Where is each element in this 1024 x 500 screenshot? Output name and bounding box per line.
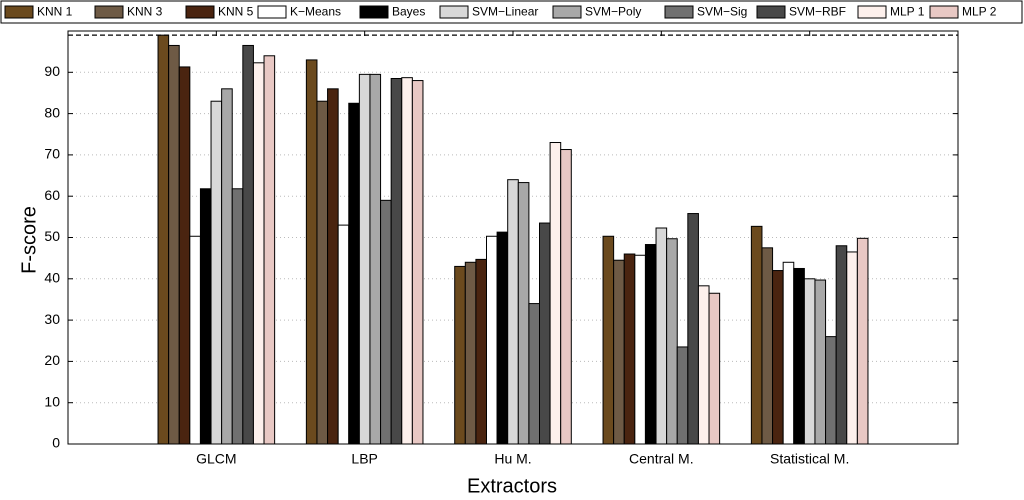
bar — [623, 253, 636, 445]
bar — [644, 244, 657, 445]
plot-frame — [67, 30, 959, 445]
bar — [454, 265, 466, 445]
legend-label: SVM−Sig — [697, 5, 747, 19]
y-tick-label: 0 — [52, 435, 60, 451]
x-tick-label: Central M. — [629, 451, 694, 467]
legend-label: Bayes — [392, 5, 425, 19]
bar — [327, 88, 339, 445]
x-tick-label: Hu M. — [494, 451, 531, 467]
y-tick-label: 50 — [44, 228, 60, 244]
legend-label: SVM−RBF — [789, 5, 846, 19]
bar — [825, 336, 837, 445]
bar — [337, 224, 350, 445]
y-tick-label: 40 — [44, 270, 60, 286]
bar — [750, 225, 763, 445]
bar — [803, 278, 816, 445]
bar — [634, 254, 646, 445]
bar — [464, 261, 477, 445]
y-tick-label: 10 — [44, 393, 60, 409]
bar — [496, 231, 509, 445]
x-axis-label: Extractors — [467, 475, 557, 497]
bar — [835, 245, 848, 445]
bar — [316, 100, 329, 445]
bar — [761, 247, 774, 445]
legend-swatch — [439, 5, 469, 19]
bar — [676, 346, 689, 445]
legend-label: SVM−Linear — [472, 5, 538, 19]
bar — [697, 285, 710, 445]
bar — [814, 279, 827, 445]
y-tick-label: 80 — [44, 104, 60, 120]
bar — [486, 235, 498, 445]
y-tick-label: 60 — [44, 187, 60, 203]
bar — [380, 199, 392, 445]
y-tick-label: 90 — [44, 63, 60, 79]
bar — [772, 270, 784, 445]
legend-swatch — [857, 5, 887, 19]
legend-swatch — [664, 5, 694, 19]
bar — [613, 259, 625, 445]
bar — [856, 237, 869, 445]
bar — [793, 267, 805, 445]
bar — [242, 44, 254, 445]
bar — [390, 77, 403, 445]
legend-swatch — [929, 5, 959, 19]
bar — [560, 149, 572, 445]
bar — [263, 55, 276, 445]
bar — [369, 73, 382, 445]
legend-swatch — [185, 5, 215, 19]
legend-swatch — [359, 5, 389, 19]
bar — [221, 88, 233, 445]
legend-swatch — [94, 5, 124, 19]
bar — [348, 102, 360, 445]
legend-label: SVM−Poly — [585, 5, 641, 19]
bar — [401, 77, 413, 445]
bar — [178, 66, 191, 445]
bar — [655, 227, 668, 445]
legend-swatch — [4, 5, 34, 19]
y-tick-label: 30 — [44, 311, 60, 327]
y-axis-label: F-score — [18, 206, 40, 274]
bar — [189, 235, 201, 445]
bar — [475, 258, 487, 445]
x-tick-label: LBP — [351, 451, 377, 467]
bar — [199, 188, 212, 445]
bar — [846, 251, 858, 445]
bar — [252, 62, 265, 445]
bar — [210, 100, 223, 445]
bar — [168, 44, 180, 445]
y-tick-label: 20 — [44, 352, 60, 368]
x-tick-label: Statistical M. — [770, 451, 849, 467]
bar — [602, 235, 615, 445]
bar — [549, 142, 562, 445]
legend-label: K−Means — [290, 5, 341, 19]
legend-swatch — [257, 5, 287, 19]
bar — [507, 179, 519, 445]
bar — [231, 188, 244, 445]
bar — [305, 59, 318, 445]
bar — [708, 292, 721, 445]
legend-label: MLP 1 — [890, 5, 925, 19]
bar — [517, 182, 530, 445]
legend-label: KNN 3 — [127, 5, 163, 19]
legend-label: KNN 5 — [218, 5, 254, 19]
legend-label: MLP 2 — [962, 5, 997, 19]
x-tick-label: GLCM — [196, 451, 236, 467]
y-tick-label: 70 — [44, 146, 60, 162]
bar — [157, 34, 170, 445]
bar — [358, 73, 371, 445]
bar — [528, 303, 541, 445]
bar — [666, 238, 678, 445]
legend-label: KNN 1 — [37, 5, 73, 19]
bar — [782, 261, 795, 445]
bar — [411, 80, 424, 445]
legend-swatch — [756, 5, 786, 19]
bar — [539, 222, 551, 445]
bar — [687, 213, 699, 445]
legend-swatch — [552, 5, 582, 19]
